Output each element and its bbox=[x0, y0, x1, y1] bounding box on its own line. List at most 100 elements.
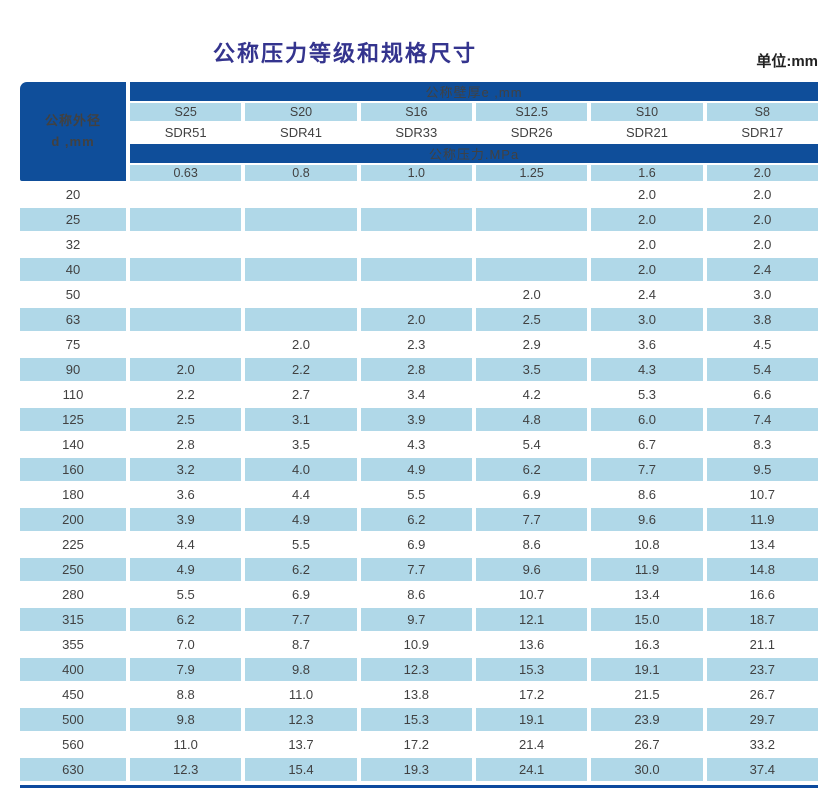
table-row: 400 7.9 9.8 12.3 15.3 19.1 23.7 bbox=[20, 658, 818, 681]
thickness-cell: 2.8 bbox=[130, 433, 242, 456]
thickness-cell: 6.9 bbox=[475, 483, 588, 506]
diameter-cell: 355 bbox=[20, 633, 126, 656]
thickness-cell: 15.3 bbox=[360, 708, 472, 731]
thickness-cell: 21.1 bbox=[706, 633, 818, 656]
thickness-cell: 3.2 bbox=[130, 458, 242, 481]
thickness-cell bbox=[360, 258, 472, 281]
thickness-cell: 15.4 bbox=[245, 758, 357, 781]
corner-header-diameter: 公称外径 d ,mm bbox=[20, 82, 126, 181]
table-row: 560 11.0 13.7 17.2 21.4 26.7 33.2 bbox=[20, 733, 818, 756]
table-row: 110 2.2 2.7 3.4 4.2 5.3 6.6 bbox=[20, 383, 818, 406]
thickness-cell: 6.6 bbox=[706, 383, 818, 406]
table-row: 75 2.0 2.3 2.9 3.6 4.5 bbox=[20, 333, 818, 356]
sdr-series-cell: SDR26 bbox=[475, 123, 588, 142]
thickness-cell: 3.8 bbox=[706, 308, 818, 331]
thickness-cell: 7.4 bbox=[706, 408, 818, 431]
diameter-cell: 32 bbox=[20, 233, 126, 256]
table-row: 315 6.2 7.7 9.7 12.1 15.0 18.7 bbox=[20, 608, 818, 631]
pressure-value-cell: 1.25 bbox=[475, 165, 588, 181]
diameter-cell: 25 bbox=[20, 208, 126, 231]
thickness-cell bbox=[475, 183, 588, 206]
thickness-cell: 12.3 bbox=[130, 758, 242, 781]
thickness-cell bbox=[245, 258, 357, 281]
thickness-cell: 12.3 bbox=[245, 708, 357, 731]
thickness-cell: 2.0 bbox=[591, 183, 703, 206]
thickness-cell bbox=[130, 258, 242, 281]
thickness-cell: 4.9 bbox=[130, 558, 242, 581]
pressure-bar-label: 公称压力.MPa bbox=[130, 144, 818, 163]
thickness-cell bbox=[130, 233, 242, 256]
thickness-cell: 2.0 bbox=[591, 233, 703, 256]
thickness-cell: 2.0 bbox=[706, 208, 818, 231]
diameter-cell: 250 bbox=[20, 558, 126, 581]
thickness-cell bbox=[245, 183, 357, 206]
thickness-cell: 5.3 bbox=[591, 383, 703, 406]
thickness-cell: 15.0 bbox=[591, 608, 703, 631]
diameter-cell: 180 bbox=[20, 483, 126, 506]
thickness-cell: 3.4 bbox=[360, 383, 472, 406]
thickness-cell: 17.2 bbox=[360, 733, 472, 756]
table-row: 90 2.0 2.2 2.8 3.5 4.3 5.4 bbox=[20, 358, 818, 381]
thickness-cell: 13.8 bbox=[360, 683, 472, 706]
thickness-cell bbox=[130, 333, 242, 356]
diameter-cell: 20 bbox=[20, 183, 126, 206]
sdr-series-cell: SDR21 bbox=[591, 123, 703, 142]
thickness-cell: 6.2 bbox=[245, 558, 357, 581]
thickness-cell: 2.3 bbox=[360, 333, 472, 356]
thickness-cell: 33.2 bbox=[706, 733, 818, 756]
thickness-cell: 12.3 bbox=[360, 658, 472, 681]
thickness-cell: 2.5 bbox=[475, 308, 588, 331]
thickness-cell: 9.7 bbox=[360, 608, 472, 631]
sdr-series-cell: SDR51 bbox=[130, 123, 242, 142]
pressure-value-cell: 1.0 bbox=[360, 165, 472, 181]
thickness-cell bbox=[130, 308, 242, 331]
thickness-cell bbox=[130, 208, 242, 231]
thickness-cell: 7.7 bbox=[245, 608, 357, 631]
pressure-bar-row: 公称压力.MPa bbox=[20, 144, 818, 163]
table-row: 20 2.0 2.0 bbox=[20, 183, 818, 206]
thickness-cell: 16.3 bbox=[591, 633, 703, 656]
diameter-cell: 63 bbox=[20, 308, 126, 331]
thickness-cell: 13.6 bbox=[475, 633, 588, 656]
thickness-cell: 6.9 bbox=[360, 533, 472, 556]
thickness-cell: 13.4 bbox=[706, 533, 818, 556]
thickness-cell: 2.7 bbox=[245, 383, 357, 406]
table-row: 40 2.0 2.4 bbox=[20, 258, 818, 281]
thickness-cell: 3.5 bbox=[475, 358, 588, 381]
thickness-cell: 2.0 bbox=[591, 258, 703, 281]
thickness-cell: 2.8 bbox=[360, 358, 472, 381]
thickness-cell: 2.9 bbox=[475, 333, 588, 356]
corner-header-line2: d ,mm bbox=[51, 133, 95, 149]
thickness-cell: 2.2 bbox=[130, 383, 242, 406]
thickness-cell: 8.6 bbox=[360, 583, 472, 606]
thickness-cell: 26.7 bbox=[591, 733, 703, 756]
thickness-cell: 5.5 bbox=[360, 483, 472, 506]
thickness-cell: 11.0 bbox=[245, 683, 357, 706]
pressure-value-cell: 1.6 bbox=[591, 165, 703, 181]
table-row: 225 4.4 5.5 6.9 8.6 10.8 13.4 bbox=[20, 533, 818, 556]
thickness-cell: 9.8 bbox=[245, 658, 357, 681]
thickness-cell: 8.6 bbox=[475, 533, 588, 556]
table-row: 250 4.9 6.2 7.7 9.6 11.9 14.8 bbox=[20, 558, 818, 581]
thickness-cell: 6.0 bbox=[591, 408, 703, 431]
thickness-cell: 7.7 bbox=[475, 508, 588, 531]
table-row: 180 3.6 4.4 5.5 6.9 8.6 10.7 bbox=[20, 483, 818, 506]
thickness-cell: 10.9 bbox=[360, 633, 472, 656]
table-row: 355 7.0 8.7 10.9 13.6 16.3 21.1 bbox=[20, 633, 818, 656]
thickness-cell: 11.0 bbox=[130, 733, 242, 756]
wall-thickness-bar-label: 公称壁厚e ,mm bbox=[130, 82, 818, 101]
thickness-cell: 2.0 bbox=[706, 233, 818, 256]
thickness-cell: 8.3 bbox=[706, 433, 818, 456]
thickness-cell: 2.0 bbox=[706, 183, 818, 206]
thickness-cell: 26.7 bbox=[706, 683, 818, 706]
thickness-cell: 3.5 bbox=[245, 433, 357, 456]
diameter-cell: 125 bbox=[20, 408, 126, 431]
table-row: 63 2.0 2.5 3.0 3.8 bbox=[20, 308, 818, 331]
thickness-cell: 17.2 bbox=[475, 683, 588, 706]
thickness-cell: 6.7 bbox=[591, 433, 703, 456]
thickness-cell: 9.6 bbox=[591, 508, 703, 531]
thickness-cell: 18.7 bbox=[706, 608, 818, 631]
table-row: 500 9.8 12.3 15.3 19.1 23.9 29.7 bbox=[20, 708, 818, 731]
s-series-cell: S8 bbox=[706, 103, 818, 121]
thickness-cell: 5.5 bbox=[130, 583, 242, 606]
